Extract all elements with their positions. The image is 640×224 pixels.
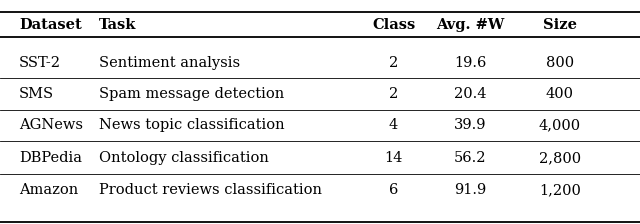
Text: 4: 4 [389,118,398,132]
Text: News topic classification: News topic classification [99,118,285,132]
Text: Dataset: Dataset [19,18,82,32]
Text: 39.9: 39.9 [454,118,486,132]
Text: Task: Task [99,18,136,32]
Text: Ontology classification: Ontology classification [99,151,269,165]
Text: 56.2: 56.2 [454,151,486,165]
Text: Class: Class [372,18,415,32]
Text: SMS: SMS [19,87,54,101]
Text: Spam message detection: Spam message detection [99,87,284,101]
Text: Avg. #W: Avg. #W [436,18,504,32]
Text: 6: 6 [389,183,398,197]
Text: Size: Size [543,18,577,32]
Text: 2,800: 2,800 [539,151,581,165]
Text: 400: 400 [546,87,574,101]
Text: AGNews: AGNews [19,118,83,132]
Text: SST-2: SST-2 [19,56,61,70]
Text: 1,200: 1,200 [539,183,581,197]
Text: 2: 2 [389,87,398,101]
Text: 14: 14 [385,151,403,165]
Text: Product reviews classification: Product reviews classification [99,183,322,197]
Text: Sentiment analysis: Sentiment analysis [99,56,241,70]
Text: 19.6: 19.6 [454,56,486,70]
Text: DBPedia: DBPedia [19,151,82,165]
Text: 20.4: 20.4 [454,87,486,101]
Text: 4,000: 4,000 [539,118,581,132]
Text: 91.9: 91.9 [454,183,486,197]
Text: 2: 2 [389,56,398,70]
Text: 800: 800 [546,56,574,70]
Text: Amazon: Amazon [19,183,79,197]
